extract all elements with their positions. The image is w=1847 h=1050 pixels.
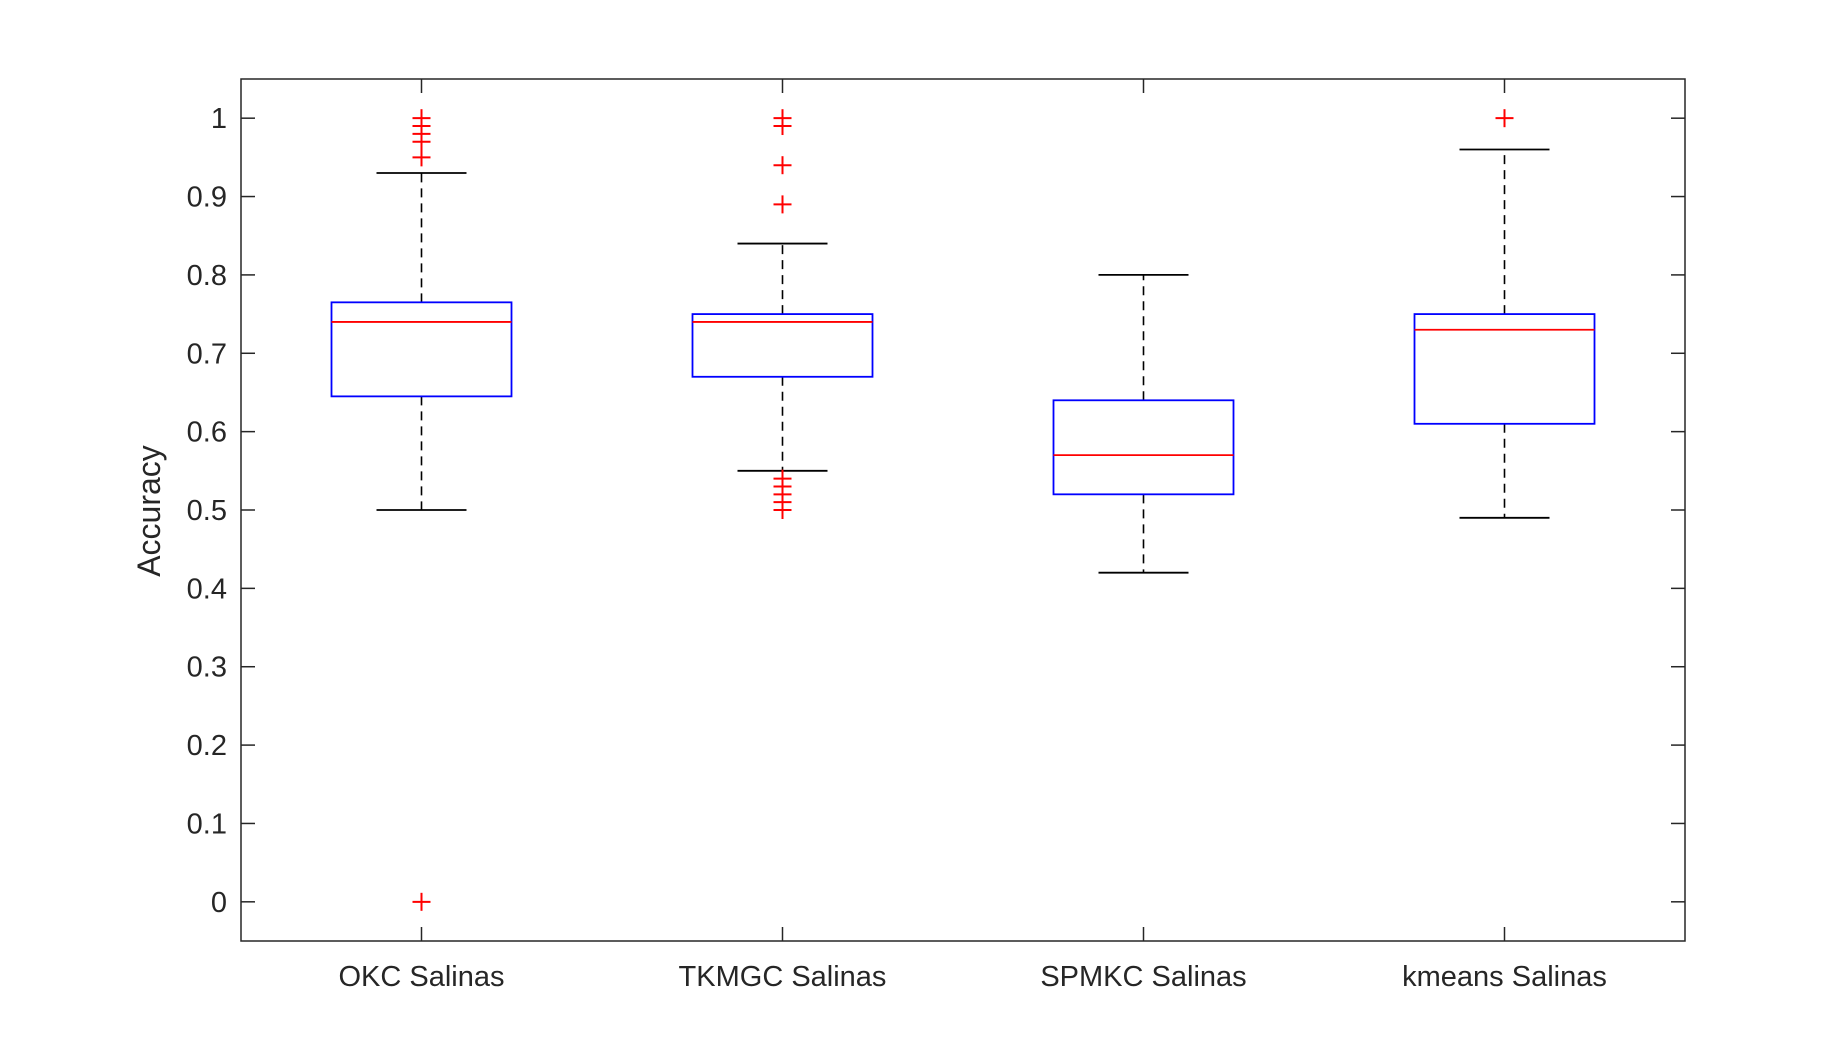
x-tick-label: TKMGC Salinas (679, 961, 887, 993)
box-group (1052, 274, 1235, 574)
iqr-box (691, 313, 874, 378)
y-tick-label: 0.7 (187, 338, 227, 370)
y-tick-labels: 0 0.1 0.2 0.3 0.4 0.5 0.6 0.7 0.8 0.9 1 (187, 103, 227, 919)
y-tick-label: 0.3 (187, 652, 227, 684)
outlier-marker (1495, 109, 1514, 128)
box-group (691, 109, 874, 519)
plot-area (241, 79, 1685, 941)
plot-frame (240, 78, 1686, 942)
x-tick-label: OKC Salinas (338, 961, 504, 993)
outlier-marker (773, 156, 792, 175)
iqr-box (1413, 313, 1596, 425)
outlier-marker (412, 132, 431, 151)
y-tick-label: 0.4 (187, 573, 227, 605)
y-tick-label: 1 (211, 103, 227, 135)
y-tick-label: 0 (211, 887, 227, 919)
outlier-marker (773, 117, 792, 136)
box-group (1413, 109, 1596, 519)
iqr-box (330, 301, 513, 398)
x-tick-label: kmeans Salinas (1402, 961, 1607, 993)
box-group (330, 109, 513, 911)
y-tick-label: 0.1 (187, 808, 227, 840)
y-tick-label: 0.6 (187, 417, 227, 449)
y-axis-label: Accuracy (131, 445, 167, 577)
outlier-marker (412, 148, 431, 167)
outlier-marker (773, 501, 792, 519)
outlier-marker (773, 195, 792, 214)
boxes-layer (330, 109, 1596, 911)
y-tick-label: 0.8 (187, 260, 227, 292)
y-tick-label: 0.2 (187, 730, 227, 762)
y-tick-label: 0.5 (187, 495, 227, 527)
x-tick-labels: OKC Salinas TKMGC Salinas SPMKC Salinas kme… (338, 961, 1606, 993)
y-tick-label: 0.9 (187, 182, 227, 214)
outlier-marker (412, 892, 431, 911)
axis-ticks (241, 79, 1685, 941)
iqr-box (1052, 399, 1235, 496)
x-tick-label: SPMKC Salinas (1040, 961, 1246, 993)
